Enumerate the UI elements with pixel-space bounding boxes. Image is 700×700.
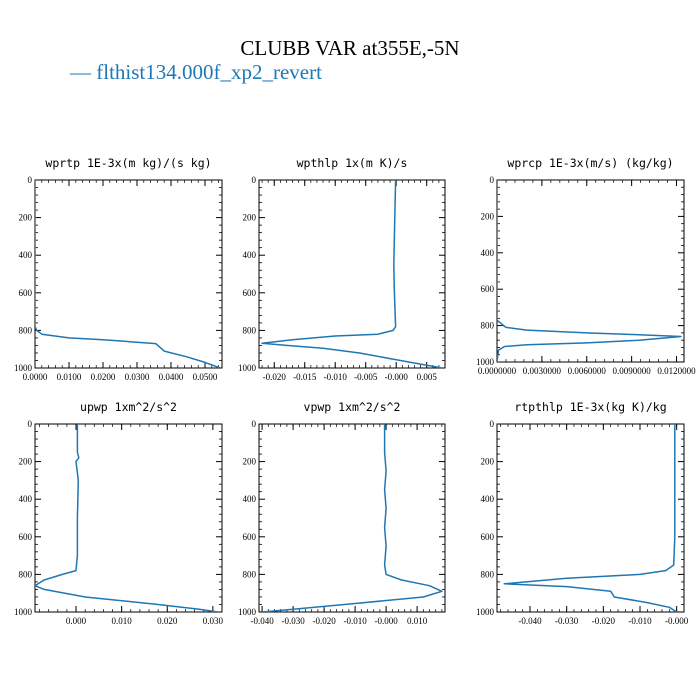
y-tick-label: 0: [490, 175, 495, 185]
y-tick-label: 200: [19, 213, 33, 223]
y-tick-label: 400: [19, 494, 33, 504]
panel-6: rtpthlp 1E-3x(kg K)/kg 0 200 400 600 800 1000 -…: [476, 400, 689, 626]
y-tick-label: 1000: [238, 607, 257, 617]
y-tick-label: 800: [243, 569, 257, 579]
panel-2: wpthlp 1x(m K)/s02004006008001000-0.020-…: [238, 156, 446, 382]
y-tick-label: 600: [19, 532, 33, 542]
series-line: [261, 180, 443, 368]
panel-title: wprcp 1E-3x(m/s) (kg/kg): [507, 156, 673, 170]
plot-frame: [34, 423, 223, 613]
x-tick-label: 0.0200: [91, 372, 116, 382]
x-tick-label: -0.040: [518, 616, 542, 626]
x-tick-label: 0.0060000: [568, 366, 607, 376]
x-tick-label: -0.010: [324, 372, 348, 382]
y-tick-label: 400: [481, 248, 495, 258]
panel-4: upwp 1xm^2/s^2 0 200 400 600 800 1000 0.000 0.01…: [14, 400, 224, 626]
y-tick-label: 600: [481, 284, 495, 294]
series-line: [497, 180, 682, 362]
x-tick-label: -0.010: [628, 616, 652, 626]
y-tick-label: 1000: [238, 363, 257, 373]
x-tick-label: -0.000: [374, 616, 398, 626]
y-tick-label: 400: [243, 494, 257, 504]
y-tick-label: 200: [481, 457, 495, 467]
y-tick-label: 800: [481, 321, 495, 331]
y-tick-label: 800: [19, 569, 33, 579]
series-line: [35, 180, 221, 368]
x-tick-label: -0.000: [665, 616, 689, 626]
y-tick-label: 200: [19, 457, 33, 467]
y-tick-label: 0: [28, 175, 33, 185]
x-tick-label: 0.0400: [159, 372, 184, 382]
panel-title: wpthlp 1x(m K)/s: [297, 156, 408, 170]
x-tick-label: 0.000: [66, 616, 87, 626]
panel-title: vpwp 1xm^2/s^2: [304, 400, 401, 414]
x-tick-label: -0.030: [281, 616, 305, 626]
series-line: [262, 424, 443, 612]
y-tick-label: 600: [19, 288, 33, 298]
plot-frame: [258, 423, 446, 613]
x-tick-label: -0.020: [263, 372, 287, 382]
x-tick-label: 0.0090000: [613, 366, 652, 376]
panel-title: upwp 1xm^2/s^2: [80, 400, 177, 414]
x-tick-label: -0.005: [354, 372, 378, 382]
x-tick-label: -0.030: [555, 616, 579, 626]
legend-line-marker: —: [70, 60, 91, 84]
x-tick-label: 0.020: [157, 616, 178, 626]
plot-frame: [496, 423, 685, 613]
x-tick-label: -0.020: [312, 616, 336, 626]
legend-label: flthist134.000f_xp2_revert: [96, 60, 322, 84]
y-tick-label: 200: [243, 213, 257, 223]
x-tick-label: 0.0300: [125, 372, 150, 382]
y-tick-label: 1000: [14, 363, 33, 373]
x-tick-label: -0.020: [592, 616, 616, 626]
y-tick-label: 600: [481, 532, 495, 542]
plot-frame: [34, 179, 223, 369]
y-tick-label: 1000: [14, 607, 33, 617]
panel-3: wprcp 1E-3x(m/s) (kg/kg) 0 200 400 600 800 100…: [476, 156, 696, 376]
x-tick-label: 0.0500: [193, 372, 218, 382]
y-tick-label: 400: [19, 250, 33, 260]
y-tick-label: 800: [19, 325, 33, 335]
x-tick-label: 0.0000000: [478, 366, 517, 376]
panel-title: wprtp 1E-3x(m kg)/(s kg): [45, 156, 211, 170]
panel-title: rtpthlp 1E-3x(kg K)/kg: [514, 400, 666, 414]
y-tick-label: 400: [481, 494, 495, 504]
x-tick-label: 0.0000: [23, 372, 48, 382]
panel-5: vpwp 1xm^2/s^2 0 200 400 600 800 1000-0.040 -0.…: [238, 400, 446, 626]
x-tick-label: 0.010: [407, 616, 428, 626]
series-line: [35, 424, 218, 612]
y-tick-label: 0: [252, 175, 257, 185]
x-tick-label: 0.0030000: [523, 366, 562, 376]
figure-title: CLUBB VAR at355E,-5N: [240, 36, 460, 60]
x-tick-label: 0.005: [417, 372, 438, 382]
y-tick-label: 600: [243, 288, 257, 298]
y-tick-label: 0: [252, 419, 257, 429]
x-tick-label: 0.0120000: [657, 366, 696, 376]
y-tick-label: 600: [243, 532, 257, 542]
x-tick-label: -0.010: [343, 616, 367, 626]
x-tick-label: -0.000: [385, 372, 409, 382]
y-tick-label: 1000: [476, 357, 495, 367]
plot-frame: [258, 179, 446, 369]
y-tick-label: 800: [481, 569, 495, 579]
x-tick-label: -0.015: [293, 372, 317, 382]
x-tick-label: 0.010: [112, 616, 133, 626]
series-line: [503, 424, 678, 612]
y-tick-label: 200: [481, 211, 495, 221]
legend: — flthist134.000f_xp2_revert: [70, 60, 322, 85]
y-tick-label: 200: [243, 457, 257, 467]
y-tick-label: 0: [28, 419, 33, 429]
y-tick-label: 400: [243, 250, 257, 260]
y-tick-label: 800: [243, 325, 257, 335]
panel-1: wprtp 1E-3x(m kg)/(s kg) 0 200 400 600 800 100…: [14, 156, 223, 382]
x-tick-label: 0.030: [203, 616, 224, 626]
x-tick-label: -0.040: [250, 616, 274, 626]
x-tick-label: 0.0100: [57, 372, 82, 382]
y-tick-label: 0: [490, 419, 495, 429]
y-tick-label: 1000: [476, 607, 495, 617]
